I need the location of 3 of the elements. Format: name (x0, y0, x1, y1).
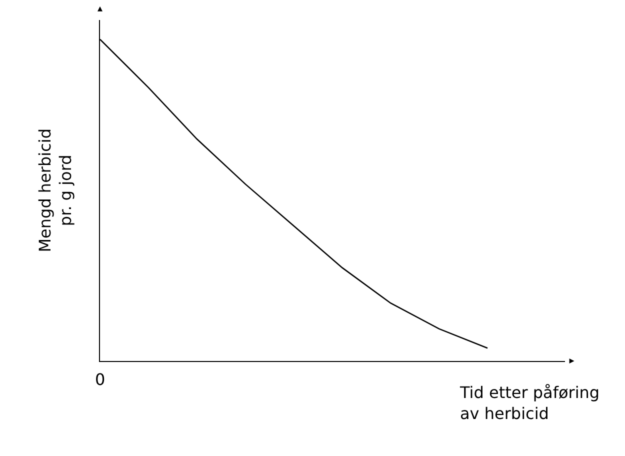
y-axis-title: Mengd herbicid pr. g jord (35, 128, 76, 252)
x-axis-title: Tid etter påføring av herbicid (459, 383, 600, 423)
text: 0 (95, 370, 106, 389)
